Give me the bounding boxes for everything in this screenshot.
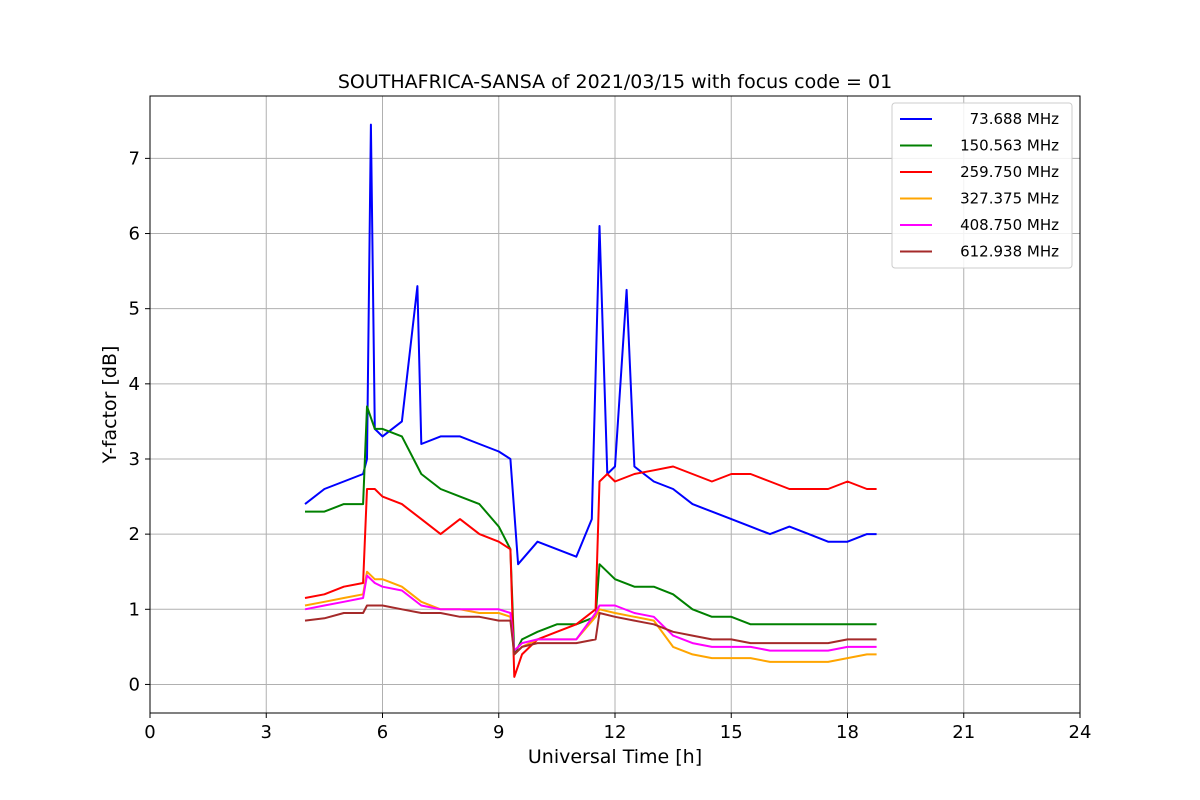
series-line-5 [304,604,877,656]
legend-label-4: 408.750 MHz [960,216,1059,234]
series-line-3 [304,570,877,663]
x-tick-label: 21 [952,722,975,743]
legend: 73.688 MHz 150.563 MHz 259.750 MHz 327.375 … [891,102,1073,269]
chart-title: SOUTHAFRICA-SANSA of 2021/03/15 with foc… [338,71,892,93]
y-tick-label: 2 [129,524,140,545]
x-tick-label: 9 [493,722,504,743]
legend-label-3: 327.375 MHz [960,190,1059,208]
series-group [304,123,877,678]
legend-label-0: 73.688 MHz [970,110,1059,128]
y-tick-label: 6 [129,224,140,245]
y-tick-label: 0 [129,674,140,695]
series-line-0 [304,123,877,566]
y-tick-label: 4 [129,374,140,395]
x-axis-label: Universal Time [h] [528,746,702,768]
series-line-2 [304,465,877,678]
x-tick-label: 3 [261,722,272,743]
x-tick-label: 6 [377,722,388,743]
x-tick-label: 0 [144,722,155,743]
series-line-4 [304,574,877,652]
legend-label-2: 259.750 MHz [960,163,1059,181]
x-tick-label: 15 [720,722,743,743]
y-tick-label: 1 [129,599,140,620]
y-tick-label: 7 [129,148,140,169]
y-axis-label: Y-factor [dB] [99,346,121,465]
y-tick-label: 3 [129,449,140,470]
y-tick-label: 5 [129,299,140,320]
series-line-1 [305,405,877,656]
legend-box [891,102,1073,269]
legend-label-5: 612.938 MHz [960,243,1059,261]
x-tick-label: 24 [1069,722,1092,743]
x-tick-label: 12 [604,722,627,743]
legend-label-1: 150.563 MHz [960,137,1059,155]
x-tick-label: 18 [836,722,859,743]
